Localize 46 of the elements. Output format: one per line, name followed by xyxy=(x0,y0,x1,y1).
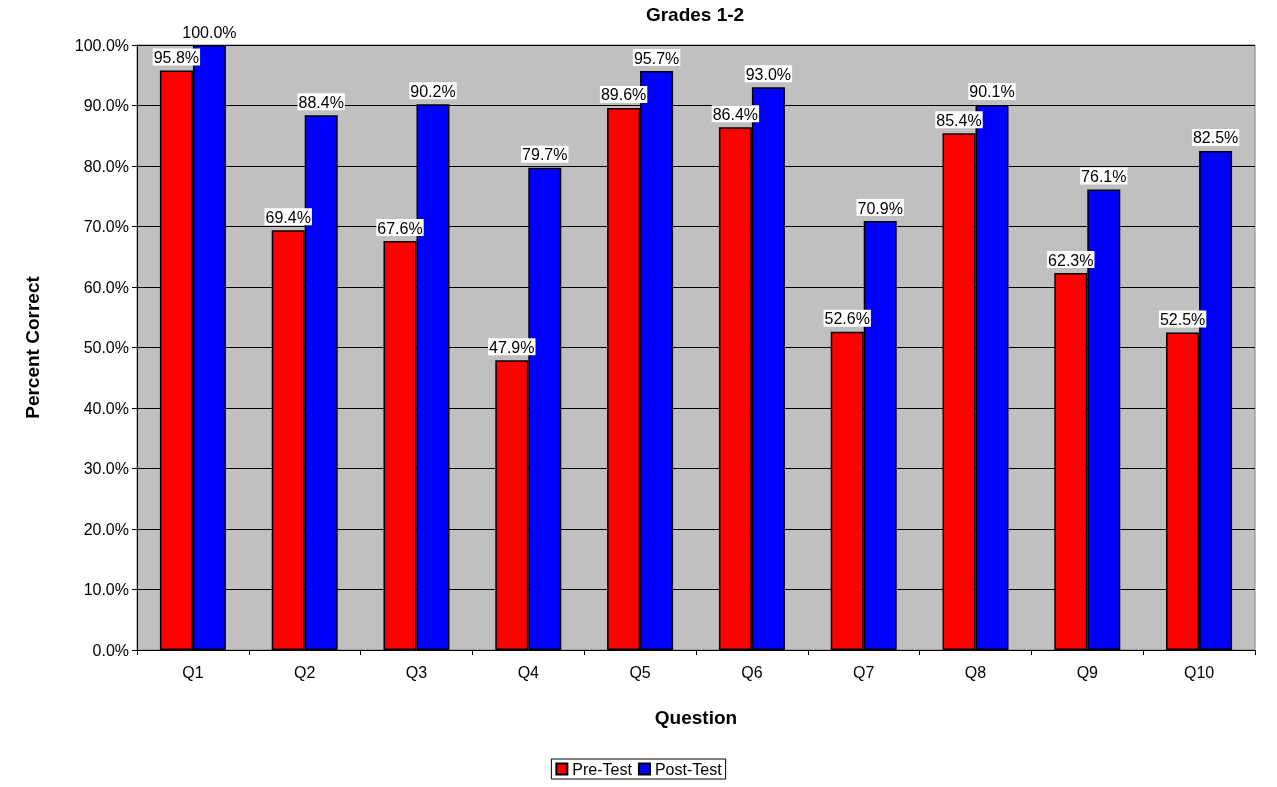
x-tick-label: Q10 xyxy=(1183,663,1215,681)
data-label: 79.7% xyxy=(522,146,568,164)
y-tick-label: 20.0% xyxy=(83,520,129,538)
x-tick-label: Q2 xyxy=(294,663,316,681)
y-tick-label: 70.0% xyxy=(83,218,129,235)
data-label: 95.8% xyxy=(153,48,200,66)
data-label: 52.6% xyxy=(824,310,870,328)
y-tick-label: 10.0% xyxy=(83,581,129,598)
x-tick-label: Q8 xyxy=(964,663,987,681)
x-tick-label: Q1 xyxy=(182,663,204,681)
x-tick-label: Q4 xyxy=(517,663,540,681)
chart-title: Grades 1-2 xyxy=(645,4,745,25)
data-label: 67.6% xyxy=(377,219,423,237)
data-label: 76.1% xyxy=(1081,168,1127,186)
x-axis-title: Question xyxy=(654,707,738,728)
y-tick-label: 90.0% xyxy=(83,97,129,114)
data-label: 62.3% xyxy=(1048,251,1094,269)
y-tick-label: 60.0% xyxy=(83,278,129,296)
legend-label: Pre-Test xyxy=(572,760,633,778)
x-tick-label: Q3 xyxy=(405,663,428,681)
data-label: 89.6% xyxy=(600,86,647,104)
data-label: 90.1% xyxy=(969,83,1015,101)
x-tick-label: Q5 xyxy=(629,663,651,681)
data-label: 88.4% xyxy=(298,93,344,111)
x-tick-label: Q7 xyxy=(853,663,875,681)
data-label: 69.4% xyxy=(265,208,311,226)
data-label: 47.9% xyxy=(489,338,535,356)
y-tick-label: 80.0% xyxy=(83,157,129,175)
data-label: 52.5% xyxy=(1159,310,1206,328)
legend-label: Post-Test xyxy=(654,760,723,778)
y-tick-label: 30.0% xyxy=(83,460,129,477)
y-tick-label: 0.0% xyxy=(92,641,129,659)
y-axis-title: Percent Correct xyxy=(22,275,43,419)
data-label: 90.2% xyxy=(410,82,456,100)
data-label: 95.7% xyxy=(633,49,680,67)
data-label: 70.9% xyxy=(857,199,903,217)
data-label: 82.5% xyxy=(1192,129,1239,147)
x-tick-label: Q9 xyxy=(1076,663,1099,681)
data-label: 86.4% xyxy=(712,105,759,123)
y-tick-label: 100.0% xyxy=(74,36,129,54)
data-label: 100.0% xyxy=(182,23,237,41)
x-tick-label: Q6 xyxy=(741,663,763,681)
y-tick-label: 40.0% xyxy=(83,399,129,417)
data-label: 93.0% xyxy=(745,65,792,83)
y-tick-label: 50.0% xyxy=(83,339,129,356)
data-label: 85.4% xyxy=(936,111,982,129)
